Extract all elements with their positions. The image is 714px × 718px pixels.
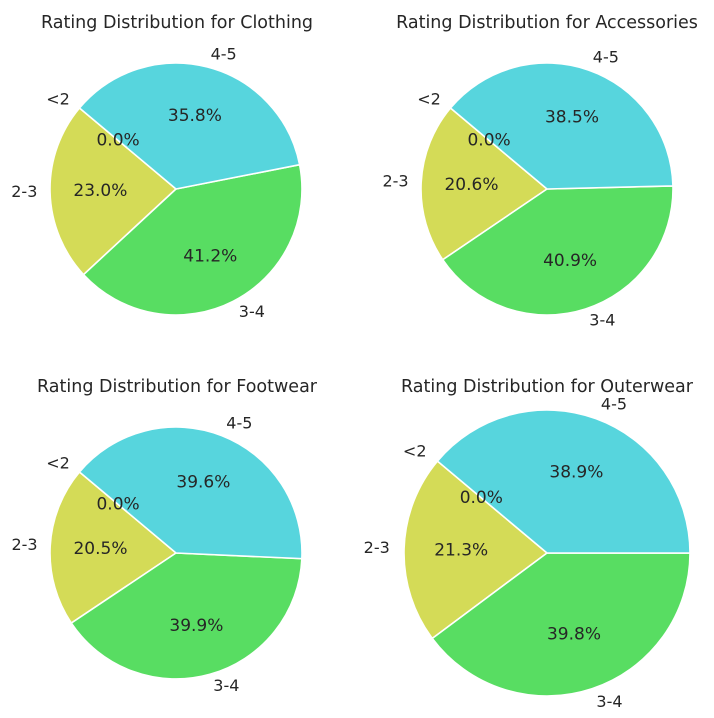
pie-slice-4-5 <box>449 62 674 190</box>
pie-slice-2-3 <box>420 106 549 261</box>
pie-slice-3-4 <box>70 552 303 680</box>
slice-percent-3-4: 41.2% <box>183 246 237 266</box>
slice-label-lt2: <2 <box>417 89 441 108</box>
pie-slice-2-3 <box>403 459 549 640</box>
chart-title: Rating Distribution for Outerwear <box>401 377 694 397</box>
slice-percent-2-3: 20.5% <box>73 539 127 559</box>
slice-label-lt2: <2 <box>46 89 70 108</box>
pie-chart-outerwear: Rating Distribution for Outerwear <2 0.0% 2… <box>364 377 694 711</box>
slice-percent-lt2: 0.0% <box>96 494 139 514</box>
slice-percent-3-4: 39.9% <box>169 616 223 636</box>
chart-title: Rating Distribution for Clothing <box>41 13 313 33</box>
slice-percent-2-3: 20.6% <box>444 175 498 195</box>
slice-label-lt2: <2 <box>46 453 70 472</box>
slice-label-3-4: 3-4 <box>596 692 622 711</box>
slice-label-4-5: 4-5 <box>593 48 619 67</box>
slice-percent-4-5: 38.5% <box>545 108 599 128</box>
slice-percent-2-3: 23.0% <box>73 181 127 201</box>
slice-label-4-5: 4-5 <box>211 44 237 63</box>
slice-percent-lt2: 0.0% <box>460 488 503 508</box>
slice-label-lt2: <2 <box>403 441 427 460</box>
chart-title: Rating Distribution for Footwear <box>37 377 318 397</box>
slice-percent-4-5: 38.9% <box>549 462 603 482</box>
slice-percent-4-5: 35.8% <box>168 106 222 126</box>
pie-slice-3-4 <box>441 185 674 316</box>
slice-label-3-4: 3-4 <box>589 311 615 330</box>
pie-slice-4-5 <box>78 426 303 560</box>
pie-chart-footwear: Rating Distribution for Footwear <2 0.0% 2-… <box>11 377 317 695</box>
slice-percent-lt2: 0.0% <box>467 130 510 150</box>
pie-slice-4-5 <box>78 62 301 190</box>
pie-chart-accessories: Rating Distribution for Accessories <2 0.0… <box>382 13 697 330</box>
slice-percent-4-5: 39.6% <box>176 473 230 493</box>
slice-label-4-5: 4-5 <box>601 395 627 414</box>
slice-label-2-3: 2-3 <box>382 171 408 190</box>
slice-label-2-3: 2-3 <box>11 182 37 201</box>
slice-percent-3-4: 39.8% <box>547 625 601 645</box>
slice-label-2-3: 2-3 <box>11 535 37 554</box>
chart-title: Rating Distribution for Accessories <box>396 13 698 33</box>
slice-label-3-4: 3-4 <box>213 676 239 695</box>
slice-label-2-3: 2-3 <box>364 538 390 557</box>
pie-slice-3-4 <box>82 163 303 316</box>
slice-percent-2-3: 21.3% <box>434 541 488 561</box>
pie-slice-2-3 <box>49 470 178 625</box>
slice-percent-lt2: 0.0% <box>96 130 139 150</box>
slice-percent-3-4: 40.9% <box>543 251 597 271</box>
slice-label-4-5: 4-5 <box>226 413 252 432</box>
pie-chart-clothing: Rating Distribution for Clothing <2 0.0% 2-… <box>11 13 313 321</box>
pie-slice-2-3 <box>49 106 178 276</box>
pie-slice-4-5 <box>436 409 691 554</box>
pie-slice-3-4 <box>431 552 691 697</box>
slice-label-3-4: 3-4 <box>239 302 265 321</box>
